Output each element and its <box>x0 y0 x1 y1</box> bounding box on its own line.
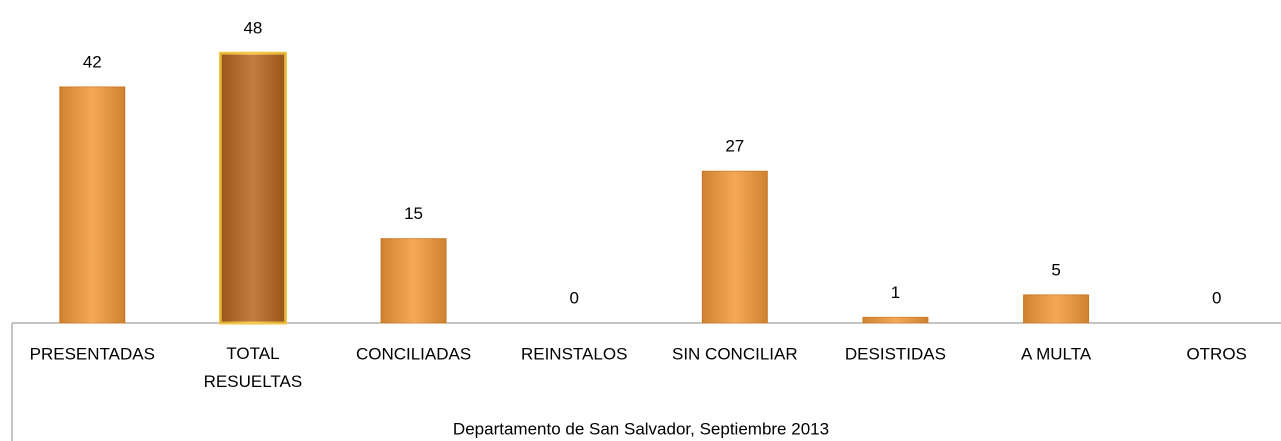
bar <box>59 86 126 324</box>
data-label: 48 <box>243 19 262 38</box>
data-label: 42 <box>83 52 102 71</box>
bar <box>380 238 447 324</box>
x-tick-label: DESISTIDAS <box>845 344 946 363</box>
x-tick-label: OTROS <box>1186 344 1246 363</box>
x-tick-label: CONCILIADAS <box>356 344 471 363</box>
data-label: 0 <box>569 288 578 307</box>
bar <box>218 51 287 325</box>
data-label: 0 <box>1212 288 1221 307</box>
x-axis-title: Departamento de San Salvador, Septiembre… <box>453 419 829 438</box>
bar <box>1023 294 1090 324</box>
data-label: 27 <box>725 137 744 156</box>
x-tick-label: TOTAL RESUELTAS <box>204 344 303 391</box>
x-tick-label: A MULTA <box>1021 344 1092 363</box>
x-tick-label: SIN CONCILIAR <box>672 344 798 363</box>
x-tick-label: REINSTALOS <box>521 344 627 363</box>
bar <box>862 316 929 324</box>
data-label: 1 <box>891 283 900 302</box>
x-tick-label: PRESENTADAS <box>30 344 155 363</box>
bar <box>701 170 768 324</box>
data-label: 5 <box>1051 260 1060 279</box>
data-label: 15 <box>404 204 423 223</box>
